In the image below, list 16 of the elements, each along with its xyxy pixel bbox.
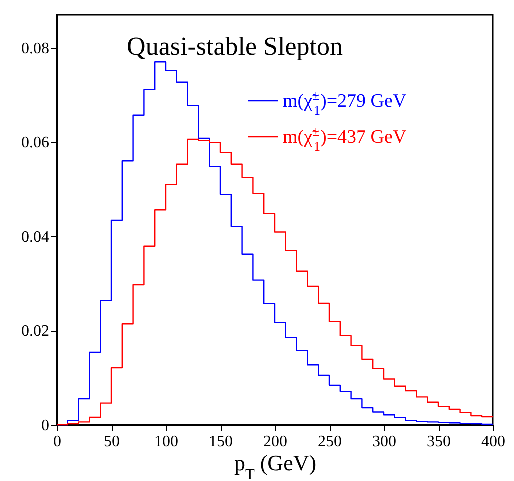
x-tick-label: 50 <box>104 434 120 450</box>
y-tick-label: 0.08 <box>22 40 50 58</box>
x-tick-label: 150 <box>209 434 233 450</box>
y-tick-label: 0.06 <box>22 134 50 152</box>
x-tick-label: 200 <box>264 434 288 450</box>
x-tick-label: 350 <box>427 434 451 450</box>
x-tick-label: 400 <box>482 434 506 450</box>
text: Quasi-stable Slepton <box>127 32 343 61</box>
x-tick-label: 250 <box>318 434 342 450</box>
y-tick-label: 0 <box>42 418 50 434</box>
y-tick-label: 0.04 <box>22 228 50 246</box>
x-tick-label: 0 <box>54 434 62 450</box>
y-tick-label: 0.02 <box>22 323 50 340</box>
x-tick-label: 300 <box>372 434 396 450</box>
x-axis-title: p$_{T}$ (GeV) <box>234 450 317 481</box>
x-tick-label: 100 <box>154 434 178 450</box>
